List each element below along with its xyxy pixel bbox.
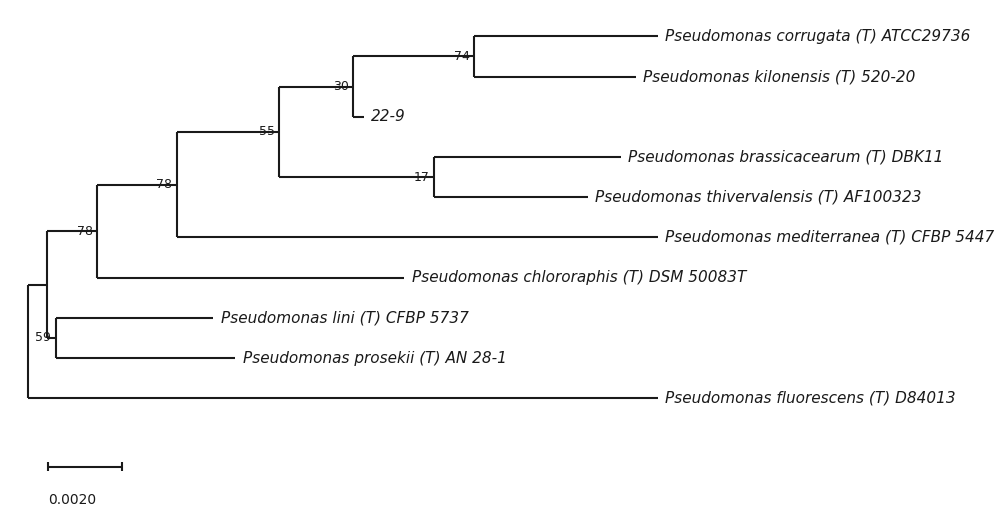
Text: Pseudomonas lini (T) CFBP 5737: Pseudomonas lini (T) CFBP 5737	[221, 311, 469, 325]
Text: 55: 55	[259, 125, 275, 139]
Text: Pseudomonas thivervalensis (T) AF100323: Pseudomonas thivervalensis (T) AF100323	[595, 190, 922, 204]
Text: Pseudomonas fluorescens (T) D84013: Pseudomonas fluorescens (T) D84013	[665, 391, 956, 406]
Text: Pseudomonas brassicacearum (T) DBK11: Pseudomonas brassicacearum (T) DBK11	[628, 149, 944, 164]
Text: 78: 78	[156, 178, 172, 191]
Text: 17: 17	[413, 170, 429, 183]
Text: Pseudomonas mediterranea (T) CFBP 5447: Pseudomonas mediterranea (T) CFBP 5447	[665, 230, 994, 245]
Text: Pseudomonas kilonensis (T) 520-20: Pseudomonas kilonensis (T) 520-20	[643, 69, 915, 84]
Text: 78: 78	[77, 225, 93, 237]
Text: 22-9: 22-9	[371, 109, 406, 124]
Text: 30: 30	[333, 80, 348, 93]
Text: 0.0020: 0.0020	[48, 493, 96, 507]
Text: Pseudomonas corrugata (T) ATCC29736: Pseudomonas corrugata (T) ATCC29736	[665, 29, 970, 44]
Text: Pseudomonas prosekii (T) AN 28-1: Pseudomonas prosekii (T) AN 28-1	[243, 351, 507, 366]
Text: 59: 59	[35, 332, 51, 345]
Text: 74: 74	[454, 50, 470, 63]
Text: Pseudomonas chlororaphis (T) DSM 50083T: Pseudomonas chlororaphis (T) DSM 50083T	[412, 270, 746, 285]
